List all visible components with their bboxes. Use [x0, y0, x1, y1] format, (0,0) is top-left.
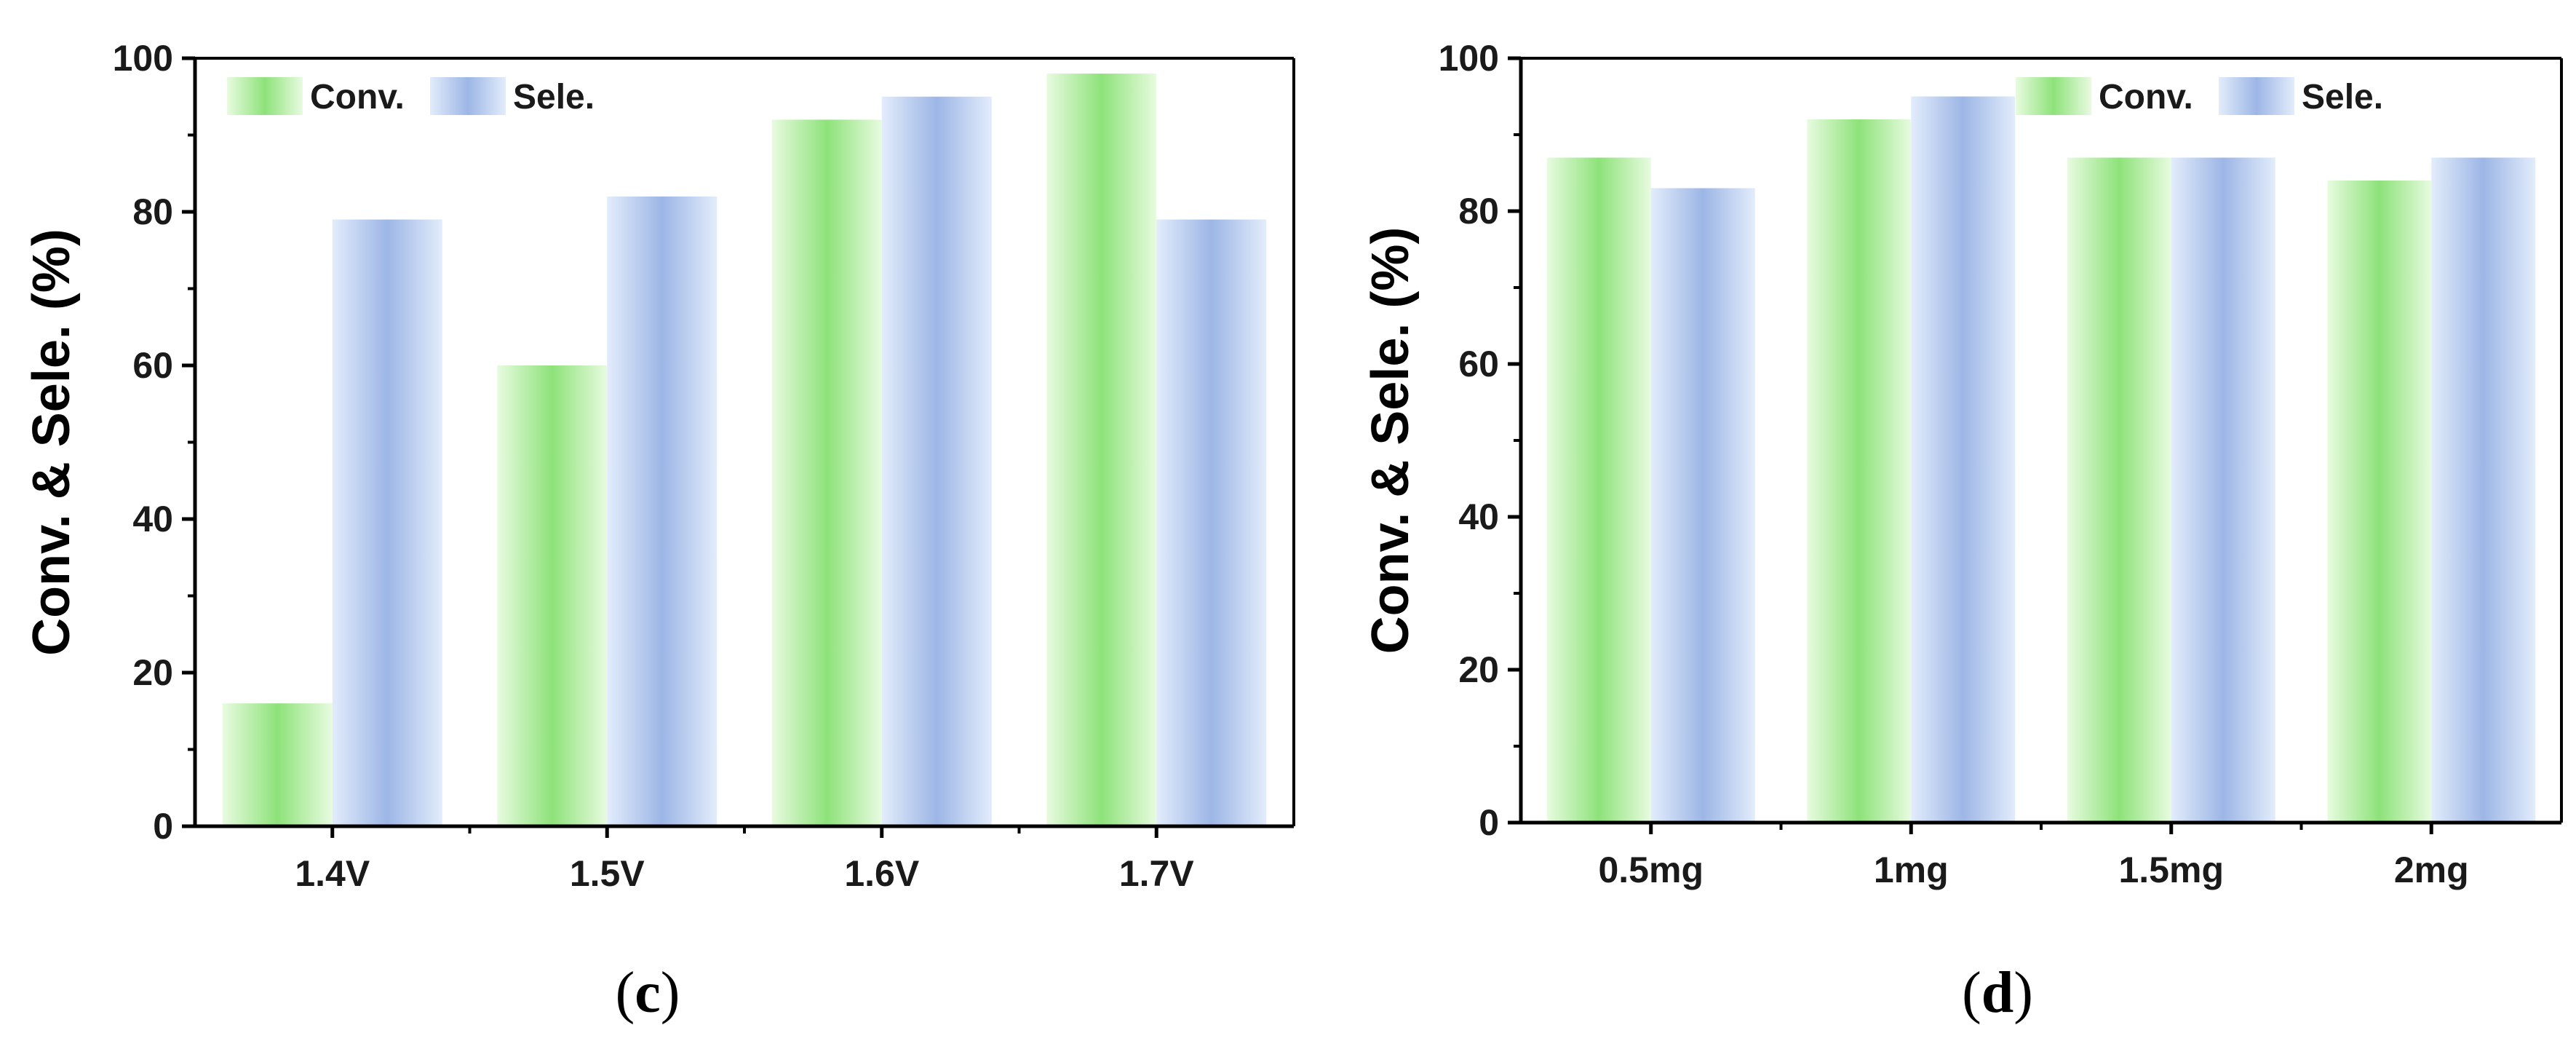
x-tick-label: 1.6V	[844, 853, 920, 894]
legend-swatch-conv	[2016, 77, 2091, 115]
y-tick-label: 0	[153, 806, 173, 847]
y-tick-label: 20	[132, 652, 173, 693]
x-tick-label: 2mg	[2394, 850, 2469, 890]
panel-caption: (c)	[616, 961, 680, 1025]
chart-panel-c: 0 20 40 60 80 100 1.4V 1.5V 1.6V 1.7V Conv. & Sele…	[23, 38, 1295, 1025]
y-axis-title: Conv. & Sele. (%)	[23, 229, 81, 656]
y-tick-label: 80	[132, 191, 173, 232]
bar-d-sele-3	[2431, 157, 2536, 823]
y-tick-label: 80	[1458, 191, 1499, 231]
y-axis-title: Conv. & Sele. (%)	[1361, 227, 1420, 654]
y-tick-label: 60	[1458, 344, 1499, 384]
legend-label: Conv.	[310, 78, 405, 116]
bar-d-conv-2	[2067, 157, 2171, 823]
caption-letter: c	[635, 961, 661, 1025]
bar-d-conv-3	[2327, 181, 2432, 823]
y-tick-label: 100	[1439, 38, 1499, 79]
bar-c-conv-0	[222, 703, 333, 826]
x-tick-label: 1mg	[1874, 850, 1949, 890]
legend-swatch-sele	[2219, 77, 2294, 115]
legend-label: Sele.	[513, 78, 595, 116]
x-tick-label: 1.5mg	[2118, 850, 2224, 890]
legend-swatch-conv	[227, 77, 303, 115]
legend-label: Conv.	[2099, 78, 2193, 116]
bar-d-conv-0	[1546, 157, 1651, 823]
bar-c-sele-0	[332, 219, 442, 826]
caption-letter: d	[1981, 961, 2014, 1025]
legend-swatch-sele	[430, 77, 506, 115]
bar-c-sele-1	[607, 196, 717, 826]
bar-d-sele-1	[1911, 96, 2016, 823]
x-tick-label: 1.4V	[295, 853, 370, 894]
bar-c-sele-3	[1156, 219, 1267, 826]
bar-c-conv-3	[1046, 74, 1157, 827]
y-tick-label: 100	[113, 38, 173, 79]
y-tick-label: 40	[132, 499, 173, 539]
bar-d-conv-1	[1807, 119, 1912, 823]
panel-caption: (d)	[1962, 961, 2033, 1025]
chart-panel-d: 0 20 40 60 80 100 0.5mg 1mg 1.5mg 2mg Conv. & Sele…	[1361, 38, 2563, 1025]
legend-label: Sele.	[2302, 78, 2383, 116]
y-tick-label: 40	[1458, 496, 1499, 537]
y-tick-label: 20	[1458, 649, 1499, 690]
bar-c-sele-2	[881, 96, 992, 826]
bar-c-conv-2	[771, 119, 882, 826]
y-tick-label: 0	[1479, 802, 1499, 843]
y-tick-label: 60	[132, 345, 173, 386]
bar-c-conv-1	[497, 365, 608, 826]
x-tick-label: 1.7V	[1119, 853, 1195, 894]
x-tick-label: 0.5mg	[1598, 850, 1704, 890]
bar-d-sele-0	[1650, 188, 1755, 823]
bar-d-sele-2	[2171, 157, 2275, 823]
x-tick-label: 1.5V	[570, 853, 645, 894]
